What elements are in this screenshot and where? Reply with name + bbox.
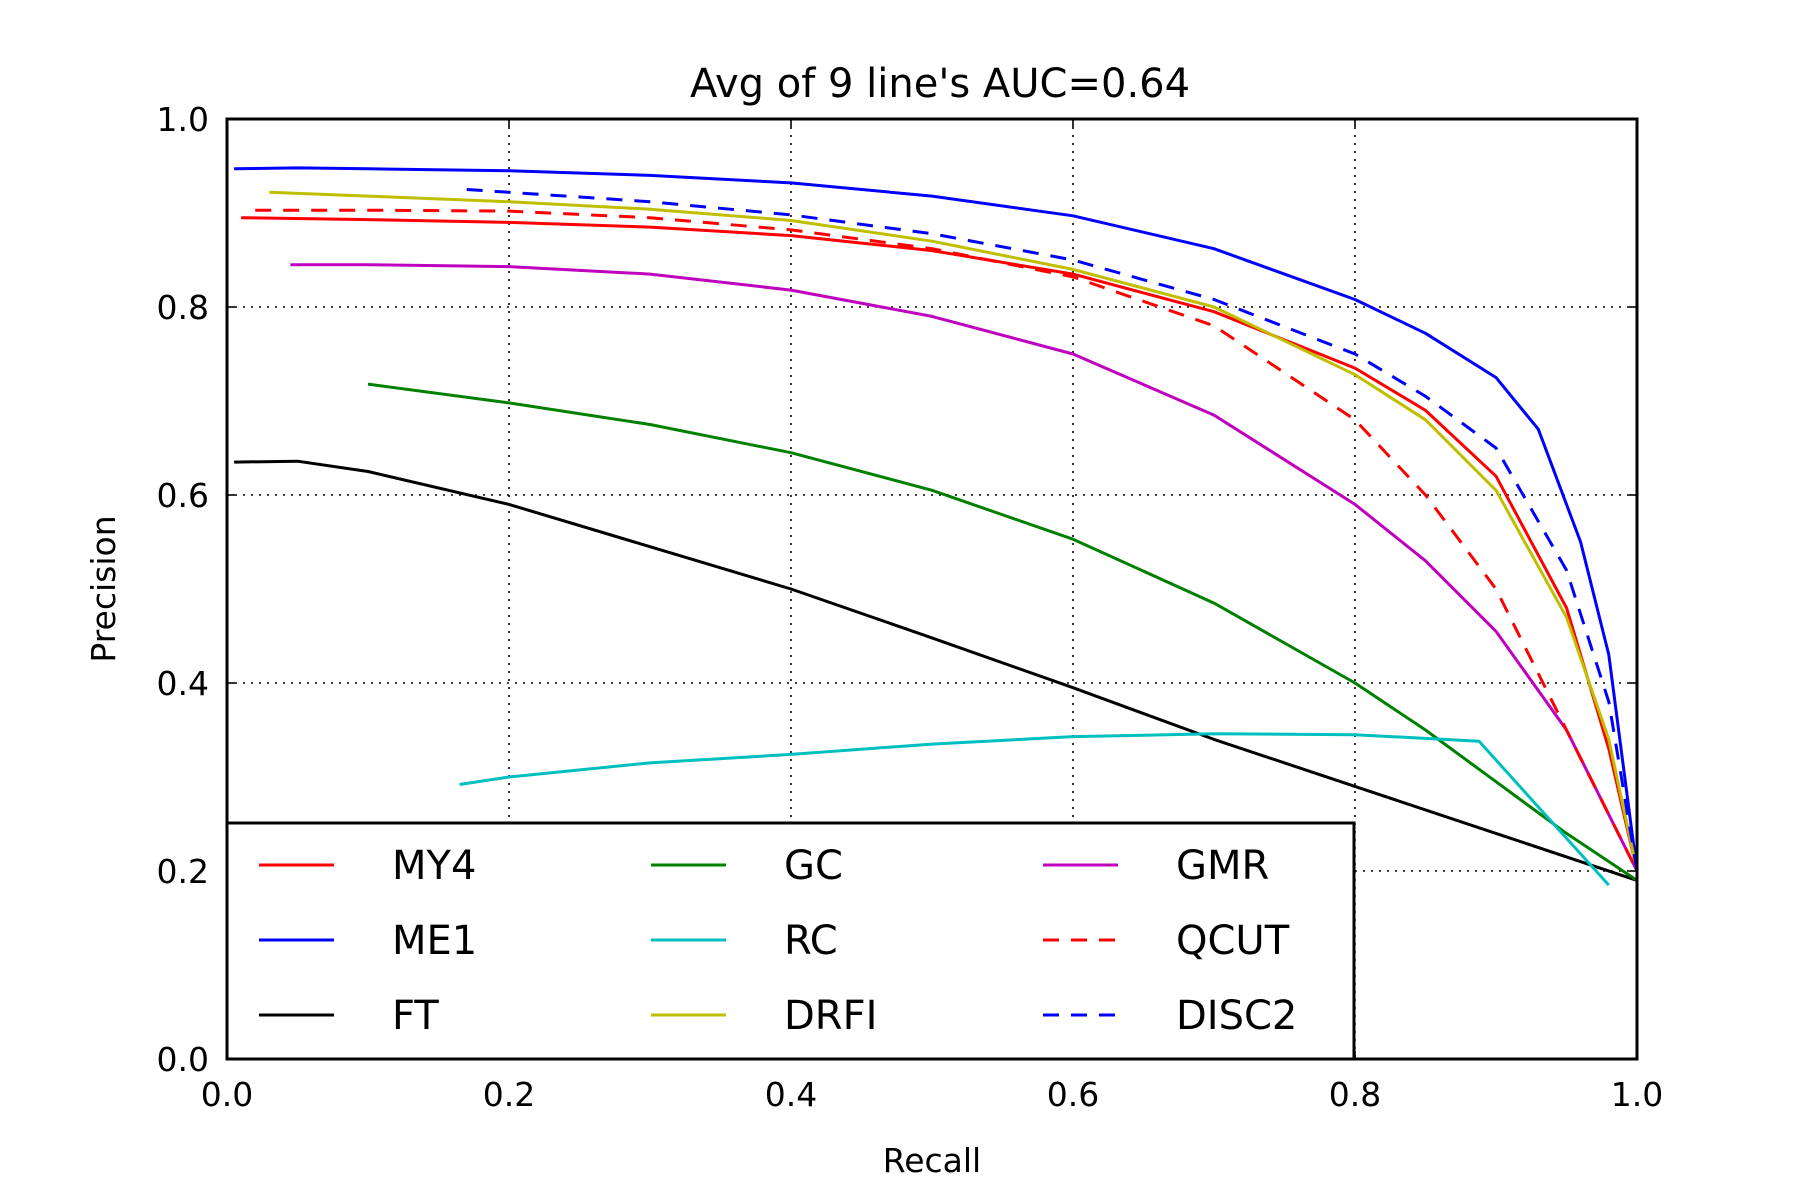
series-line-me1 — [234, 166, 1639, 872]
series-line-qcut — [255, 208, 1639, 872]
y-tick-label: 0.6 — [157, 476, 209, 515]
series-line-gc — [367, 382, 1638, 882]
x-tick-label: 0.8 — [1329, 1075, 1381, 1114]
axis-ticks: 0.0 0.2 0.4 0.6 0.8 1.0 0.0 0.2 0.4 0.6 0.8 1.0 — [157, 100, 1664, 1114]
y-tick-label: 1.0 — [157, 100, 209, 139]
y-tick-label: 0.0 — [157, 1040, 209, 1079]
y-tick-label: 0.8 — [157, 288, 209, 327]
series-line-drfi — [269, 190, 1639, 872]
series-line-ft — [234, 459, 1638, 882]
legend-label-gmr: GMR — [1176, 843, 1269, 889]
x-axis-title: Recall — [883, 1141, 981, 1180]
x-tick-label: 1.0 — [1611, 1075, 1663, 1114]
legend-label-gc: GC — [784, 843, 843, 889]
legend-label-rc: RC — [784, 918, 838, 964]
series-lines — [234, 166, 1639, 887]
legend-box — [225, 821, 1356, 1061]
legend-label-ft: FT — [392, 993, 439, 1039]
x-tick-label: 0.4 — [765, 1075, 817, 1114]
series-line-my4 — [241, 216, 1639, 872]
y-axis-title: Precision — [84, 515, 123, 662]
legend-label-qcut: QCUT — [1176, 918, 1290, 964]
y-tick-label: 0.4 — [157, 664, 209, 703]
x-tick-label: 0.6 — [1047, 1075, 1099, 1114]
series-line-rc — [459, 732, 1610, 887]
legend-label-my4: MY4 — [392, 843, 476, 889]
chart-title: Avg of 9 line's AUC=0.64 — [690, 61, 1190, 107]
legend-label-me1: ME1 — [392, 918, 477, 964]
legend-label-disc2: DISC2 — [1176, 993, 1297, 1039]
legend-label-drfi: DRFI — [784, 993, 877, 1039]
series-line-disc2 — [466, 188, 1639, 872]
x-tick-label: 0.2 — [483, 1075, 535, 1114]
y-tick-label: 0.2 — [157, 852, 209, 891]
series-line-gmr — [290, 263, 1639, 872]
legend: MY4 ME1 FT GC RC DRFI GMR QCUT DISC2 — [225, 821, 1356, 1061]
x-tick-label: 0.0 — [201, 1075, 253, 1114]
